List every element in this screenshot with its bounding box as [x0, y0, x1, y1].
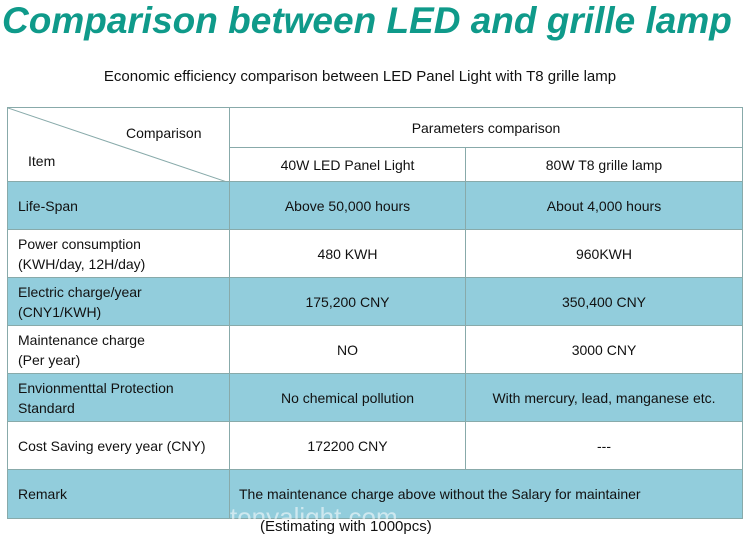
diagonal	[8, 108, 230, 183]
row-label: Maintenance charge (Per year)	[7, 325, 230, 374]
column-header: 80W T8 grille lamp	[465, 147, 743, 182]
cell: Above 50,000 hours	[229, 181, 466, 230]
cell: No chemical pollution	[229, 373, 466, 422]
cell: About 4,000 hours	[465, 181, 743, 230]
subtitle: Economic efficiency comparison between L…	[103, 68, 617, 85]
corner-cell	[7, 107, 230, 183]
column-header: 40W LED Panel Light	[229, 147, 466, 182]
cell: 480 KWH	[229, 229, 466, 278]
cell: 175,200 CNY	[229, 277, 466, 326]
corner-bottom: Item	[28, 153, 56, 169]
group-header: Parameters comparison	[229, 107, 743, 148]
watermark: tonyalight.com	[230, 502, 398, 532]
row-label: Electric charge/year (CNY1/KWH)	[7, 277, 230, 326]
row-label: Power consumption (KWH/day, 12H/day)	[7, 229, 230, 278]
cell: 350,400 CNY	[465, 277, 743, 326]
cell: 3000 CNY	[465, 325, 743, 374]
row-label: Envionmenttal Protection Standard	[7, 373, 230, 422]
cell: 960KWH	[465, 229, 743, 278]
cell: ---	[465, 421, 743, 470]
row-label: Cost Saving every year (CNY)	[7, 421, 230, 470]
remark-cell: The maintenance charge above without the…	[229, 469, 743, 519]
row-label: Life-Span	[7, 181, 230, 230]
cell: NO	[229, 325, 466, 374]
row-label: Remark	[7, 469, 230, 519]
cell: 172200 CNY	[229, 421, 466, 470]
cell: With mercury, lead, manganese etc.	[465, 373, 743, 422]
page-title: Comparison between LED and grille lamp	[2, 0, 732, 41]
remark-note: (Estimating with 1000pcs)	[260, 518, 432, 535]
corner-top: Comparison	[126, 125, 202, 141]
